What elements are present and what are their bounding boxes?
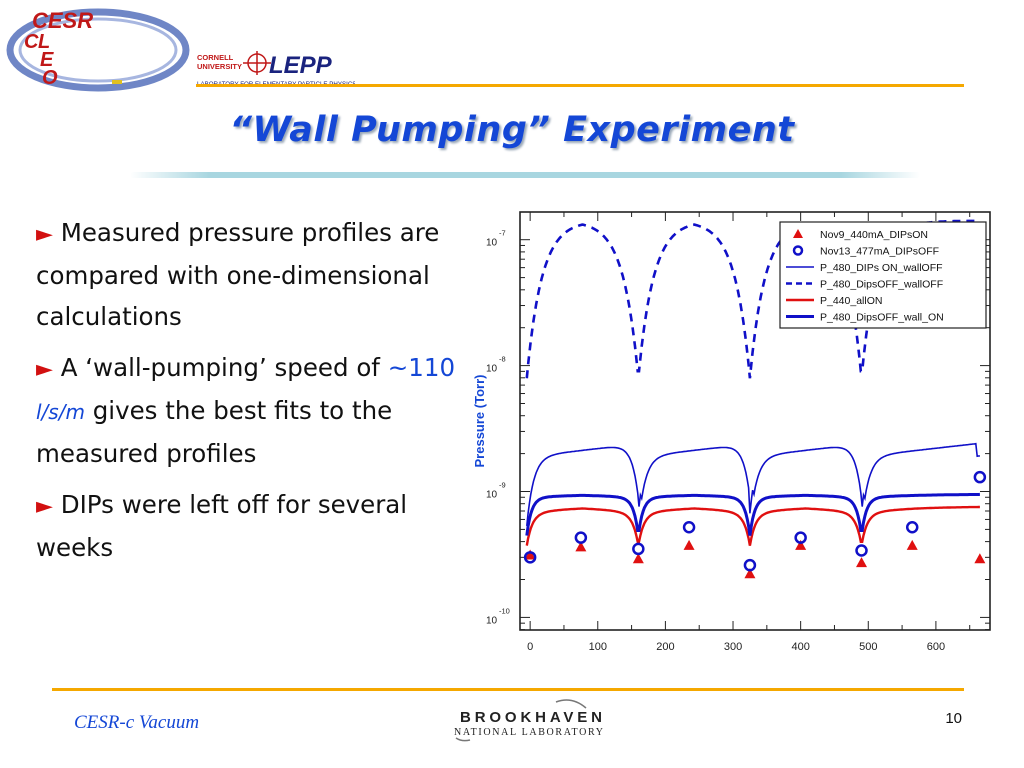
page-number: 10 xyxy=(945,710,962,727)
y-tick-label-exp: -9 xyxy=(499,481,506,490)
bullet-list: ► Measured pressure profiles are compare… xyxy=(36,212,456,578)
svg-text:LEPP: LEPP xyxy=(269,52,333,79)
y-tick-label-base: 10 xyxy=(486,364,498,375)
y-tick-label-base: 10 xyxy=(486,238,498,249)
data-point-circle xyxy=(743,558,757,572)
bullet-arrow-icon: ► xyxy=(36,222,53,247)
data-point-triangle xyxy=(906,539,918,550)
data-point-triangle xyxy=(524,549,536,560)
pumping-speed-unit: l/s/m xyxy=(36,400,85,424)
legend-label: P_480_DipsOFF_wall_ON xyxy=(820,312,944,324)
series-line xyxy=(525,505,980,546)
slide-title: “Wall Pumping” Experiment xyxy=(229,110,795,150)
plot-frame xyxy=(519,211,991,631)
legend-box xyxy=(779,221,987,329)
brookhaven-logo: BROOKHAVEN NATIONAL LABORATORY xyxy=(454,699,604,742)
data-point-triangle xyxy=(683,539,695,550)
data-point-triangle xyxy=(575,541,587,552)
x-tick-label: 500 xyxy=(859,641,877,653)
data-point-circle xyxy=(794,531,807,544)
cesr-cleo-logo: CESR L E O C xyxy=(6,8,190,92)
x-tick-label: 400 xyxy=(791,641,809,653)
brookhaven-logo-bottom: NATIONAL LABORATORY xyxy=(454,727,604,738)
svg-text:UNIVERSITY: UNIVERSITY xyxy=(197,62,242,71)
bullet-1-text: Measured pressure profiles are compared … xyxy=(36,218,440,331)
data-point-triangle xyxy=(795,539,807,550)
y-tick-label-exp: -10 xyxy=(499,606,510,615)
data-point-circle xyxy=(632,542,645,556)
data-point-circle xyxy=(523,551,537,564)
legend-label: Nov13_477mA_DIPsOFF xyxy=(820,246,939,258)
bullet-3: ► DIPs were left off for several weeks xyxy=(36,484,456,568)
header-rule xyxy=(196,84,964,87)
y-tick-label-exp: -8 xyxy=(499,355,506,364)
bullet-3-text: DIPs were left off for several weeks xyxy=(36,490,408,562)
data-point-circle xyxy=(905,521,919,534)
data-point-circle xyxy=(973,470,987,484)
x-tick-label: 100 xyxy=(589,641,607,653)
x-tick-label: 300 xyxy=(724,641,742,653)
svg-text:L: L xyxy=(38,31,50,53)
legend-label: P_480_DipsOFF_wallOFF xyxy=(820,279,943,291)
series-line xyxy=(525,492,981,536)
bullet-1: ► Measured pressure profiles are compare… xyxy=(36,212,456,337)
legend-swatch xyxy=(793,229,803,238)
bullet-2-text-pre: A ‘wall-pumping’ speed of xyxy=(60,353,388,382)
data-point-circle xyxy=(574,531,588,544)
data-point-triangle xyxy=(974,553,986,564)
y-tick-label-exp: -7 xyxy=(499,229,506,238)
data-point-triangle xyxy=(632,553,644,564)
legend-label: P_440_allON xyxy=(820,295,882,307)
data-point-triangle xyxy=(856,557,868,568)
bullet-2: ► A ‘wall-pumping’ speed of ~110 l/s/m g… xyxy=(36,347,456,474)
brookhaven-logo-top: BROOKHAVEN xyxy=(460,709,602,726)
data-point-triangle xyxy=(744,568,756,579)
y-axis-label: Pressure (Torr) xyxy=(472,375,487,468)
x-tick-label: 200 xyxy=(656,641,674,653)
y-tick-label-base: 10 xyxy=(486,490,498,501)
data-point-circle xyxy=(682,521,696,534)
svg-text:O: O xyxy=(42,67,58,89)
svg-text:CESR: CESR xyxy=(32,8,93,33)
legend-label: Nov9_440mA_DIPsON xyxy=(820,229,928,241)
bullet-2-text-post: gives the best fits to the measured prof… xyxy=(36,396,393,468)
x-tick-label: 0 xyxy=(527,641,533,653)
svg-text:C: C xyxy=(24,31,39,53)
legend-label: P_480_DIPs ON_wallOFF xyxy=(820,262,943,274)
bullet-arrow-icon: ► xyxy=(36,357,53,382)
y-tick-label-base: 10 xyxy=(486,615,498,626)
legend-swatch xyxy=(792,245,804,256)
data-point-circle xyxy=(855,544,868,557)
bullet-arrow-icon: ► xyxy=(36,494,53,519)
svg-text:E: E xyxy=(40,49,54,71)
footer-title: CESR-c Vacuum xyxy=(74,712,200,733)
x-tick-label: 600 xyxy=(927,641,945,653)
svg-text:CORNELL: CORNELL xyxy=(197,53,234,62)
pumping-speed-value: ~110 xyxy=(387,353,456,382)
title-underline xyxy=(130,172,920,178)
footer-rule xyxy=(52,688,964,691)
series-line xyxy=(526,442,980,526)
